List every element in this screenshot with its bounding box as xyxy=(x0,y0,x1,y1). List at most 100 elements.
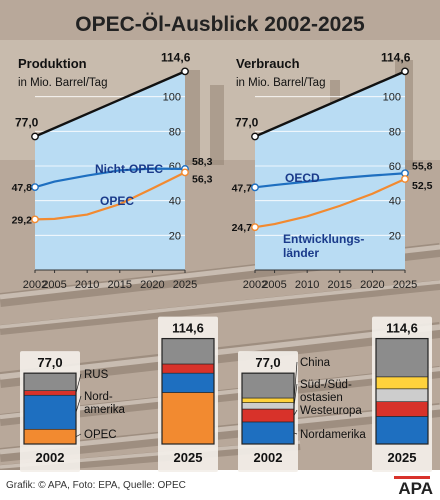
x-tick-label: 2020 xyxy=(360,279,384,291)
bar-total-label: 114,6 xyxy=(386,321,418,336)
bar-segment xyxy=(241,421,295,445)
series-start-marker xyxy=(251,183,259,192)
series-start-marker xyxy=(31,183,39,192)
y-tick-label: 80 xyxy=(389,126,401,138)
segment-leader-line xyxy=(293,409,298,416)
series-end-label: 114,6 xyxy=(381,50,411,64)
bar-total-label: 77,0 xyxy=(255,355,280,370)
refinery-tower xyxy=(210,85,224,165)
x-tick-label: 2005 xyxy=(262,279,286,291)
bar-segment xyxy=(375,376,429,390)
bar-outline xyxy=(23,372,77,445)
apa-logo: APA xyxy=(398,479,433,498)
bar-category-label: 2002 xyxy=(254,450,283,465)
segment-label: Nord-amerika xyxy=(84,391,126,416)
x-tick-label: 2020 xyxy=(140,279,164,291)
series-line xyxy=(254,70,406,138)
bar-category-label: 2002 xyxy=(36,450,65,465)
series-name-label: OECD xyxy=(285,171,320,185)
x-tick-label: 2015 xyxy=(108,279,132,291)
segment-leader-line xyxy=(75,373,82,394)
bar-segment xyxy=(23,394,77,430)
y-tick-label: 80 xyxy=(169,126,181,138)
bar-outline xyxy=(241,372,295,445)
series-start-label: 29,2 xyxy=(12,214,33,226)
segment-label: Nordamerika xyxy=(300,429,366,441)
bar-total-label: 114,6 xyxy=(172,321,204,336)
y-tick-label: 40 xyxy=(169,196,181,208)
y-tick-label: 100 xyxy=(163,92,181,104)
x-tick-label: 2002 xyxy=(243,279,267,291)
segment-label: RUS xyxy=(84,369,109,381)
bar-segment xyxy=(241,372,295,399)
bar-category-label: 2025 xyxy=(174,450,203,465)
bar-total-label: 77,0 xyxy=(37,355,62,370)
stacked-bar-group-1: 77,0 2002 114,6 2025 RUS Nord-amerika OPEC xyxy=(20,316,218,472)
segment-leader-line xyxy=(75,433,82,437)
series-end-marker xyxy=(181,168,189,177)
bar-segment xyxy=(23,428,77,445)
pipe-highlight xyxy=(0,280,440,329)
y-tick-label: 40 xyxy=(389,196,401,208)
series-end-marker xyxy=(181,67,189,76)
segment-label: Süd-/Süd-ostasien xyxy=(300,379,352,404)
series-name-label: Entwicklungs-länder xyxy=(283,232,364,260)
series-start-marker xyxy=(251,223,259,232)
series-end-label: 58,3 xyxy=(192,156,213,168)
bar-segment xyxy=(241,397,295,403)
segment-leader-line xyxy=(293,432,298,435)
segment-label: China xyxy=(300,357,331,369)
segment-label: OPEC xyxy=(84,429,117,441)
series-start-marker xyxy=(251,132,259,141)
series-line xyxy=(34,167,186,189)
series-start-label: 77,0 xyxy=(15,116,39,130)
panel-title: Produktion xyxy=(18,56,87,71)
y-tick-label: 60 xyxy=(169,161,181,173)
stacked-bars: 77,02002114,62025RUSNord-amerikaOPEC77,0… xyxy=(20,316,432,472)
bar-segment xyxy=(375,416,429,445)
bar-segment xyxy=(375,338,429,378)
series-line xyxy=(34,171,186,221)
series-start-marker xyxy=(31,132,39,141)
x-tick-label: 2010 xyxy=(75,279,99,291)
series-line xyxy=(254,172,406,189)
segment-leader-line xyxy=(75,395,82,413)
x-tick-label: 2005 xyxy=(42,279,66,291)
series-name-label: OPEC xyxy=(100,194,134,208)
y-tick-label: 60 xyxy=(389,161,401,173)
segment-leader-line xyxy=(293,383,298,406)
segment-label: Westeuropa xyxy=(300,405,362,417)
bar-segment xyxy=(23,390,77,396)
panel-subtitle: in Mio. Barrel/Tag xyxy=(18,77,107,89)
x-tick-label: 2002 xyxy=(23,279,47,291)
x-tick-label: 2010 xyxy=(295,279,319,291)
bar-outline xyxy=(375,337,429,445)
bar-segment xyxy=(161,363,215,374)
bar-segment xyxy=(241,402,295,410)
series-end-label: 56,3 xyxy=(192,173,213,185)
series-start-label: 47,7 xyxy=(232,182,253,194)
segment-leader-line xyxy=(293,361,298,401)
y-tick-label: 20 xyxy=(169,230,181,242)
x-tick-label: 2025 xyxy=(173,279,197,291)
series-end-label: 55,8 xyxy=(412,160,433,172)
bar-segment xyxy=(161,372,215,393)
bar-category-label: 2025 xyxy=(388,450,417,465)
y-tick-label: 100 xyxy=(383,92,401,104)
x-tick-label: 2025 xyxy=(393,279,417,291)
series-start-marker xyxy=(31,215,39,224)
panel-title: Verbrauch xyxy=(236,56,300,71)
series-end-label: 114,6 xyxy=(161,50,191,64)
series-start-label: 24,7 xyxy=(232,222,253,234)
series-end-label: 52,5 xyxy=(412,180,433,192)
graphic-title: OPEC-Öl-Ausblick 2002-2025 xyxy=(75,13,365,36)
bar-segment xyxy=(241,408,295,423)
series-start-label: 77,0 xyxy=(235,116,259,130)
stacked-bar-group-2: 77,0 2002 114,6 2025 China Süd-/Süd-ostasienW… xyxy=(238,316,432,472)
bar-segment xyxy=(375,401,429,417)
bar-outline xyxy=(161,337,215,445)
